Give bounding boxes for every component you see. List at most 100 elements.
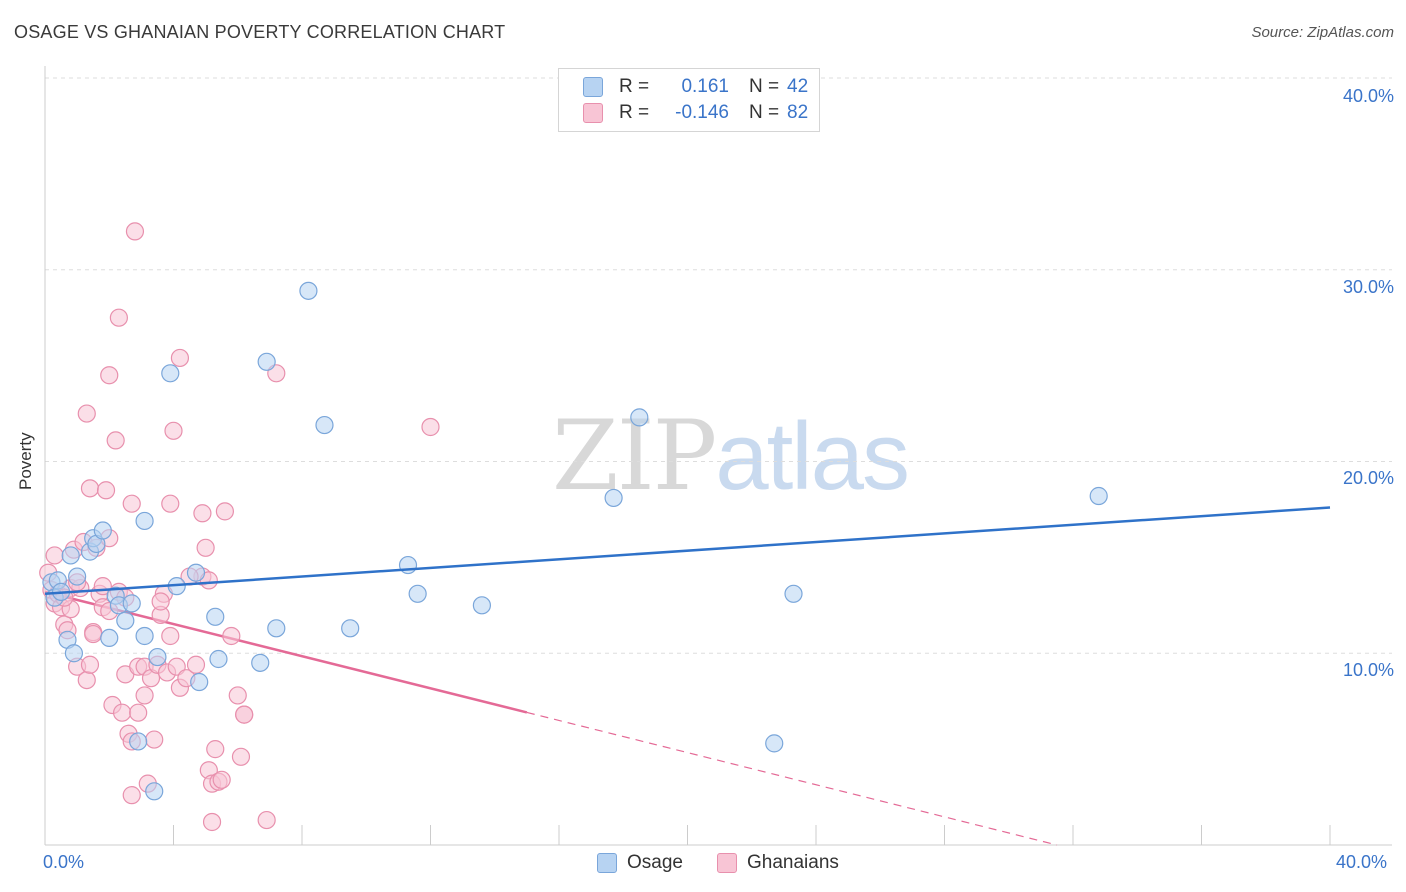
osage-point-28 (251, 653, 270, 672)
osage-point-31 (299, 281, 318, 300)
osage-point-7 (68, 567, 87, 586)
ghanaians-trend (44, 590, 1058, 846)
legend-row-osage: R = 0.161 N = 42 (583, 74, 808, 100)
source-credit: Source: ZipAtlas.com (1251, 24, 1394, 41)
ghanaians-trend-dashed (526, 711, 1058, 846)
ghanaians-swatch (583, 103, 603, 123)
ghanaians-point-66 (215, 502, 234, 521)
osage-point-22 (161, 364, 180, 383)
osage-point-16 (122, 594, 141, 613)
y-tick-label-40: 40.0% (1342, 86, 1394, 106)
ghanaians-point-69 (231, 747, 251, 766)
osage-legend-label: Osage (627, 852, 683, 873)
ghanaians-point-63 (206, 740, 225, 759)
ghanaians-point-56 (186, 655, 206, 674)
x-tick-label-0: 0.0% (43, 852, 85, 872)
ghanaians-points (39, 222, 440, 832)
osage-trend-line (44, 506, 1331, 596)
y-tick-label-20: 20.0% (1342, 468, 1394, 488)
osage-point-24 (186, 563, 206, 582)
ghanaians-point-30 (112, 703, 132, 722)
osage-point-20 (145, 782, 164, 801)
osage-legend-swatch (597, 853, 617, 873)
osage-point-11 (93, 521, 112, 540)
ghanaians-point-50 (161, 494, 180, 513)
ghanaians-n-label: N = (749, 102, 780, 123)
osage-r-value: 0.161 (681, 76, 729, 97)
ghanaians-point-71 (235, 705, 254, 724)
grid-lines (45, 77, 1392, 654)
ghanaians-point-14 (77, 670, 96, 690)
osage-point-37 (604, 488, 623, 508)
ghanaians-point-36 (122, 786, 141, 805)
ghanaians-point-16 (80, 479, 100, 498)
ghanaians-r-label: R = (619, 102, 650, 123)
series-legend: Osage Ghanaians (0, 852, 1406, 878)
ghanaians-n-value: 82 (787, 102, 809, 123)
osage-point-19 (135, 511, 154, 531)
ghanaians-point-24 (100, 366, 119, 385)
osage-point-33 (341, 619, 360, 638)
ghanaians-point-44 (145, 730, 164, 749)
x-tick-label-40: 40.0% (1336, 852, 1388, 872)
osage-point-17 (129, 732, 148, 751)
ghanaians-point-59 (196, 538, 215, 557)
ghanaians-r-value: -0.146 (675, 102, 729, 123)
ghanaians-point-80 (151, 592, 170, 611)
ghanaians-point-68 (228, 686, 247, 705)
osage-n-value: 42 (787, 76, 809, 97)
ghanaians-point-28 (109, 308, 128, 327)
osage-r-label: R = (619, 76, 650, 97)
ghanaians-point-67 (222, 626, 241, 646)
ghanaians-point-37 (125, 222, 145, 241)
ghanaians-point-74 (421, 417, 440, 437)
osage-point-36 (472, 596, 491, 615)
y-tick-label-10: 10.0% (1342, 660, 1394, 680)
osage-point-5 (61, 546, 80, 565)
watermark-atlas: atlas (715, 403, 910, 510)
axes (44, 66, 1392, 846)
ghanaians-legend-swatch (717, 853, 737, 873)
ghanaians-point-51 (164, 421, 183, 440)
ghanaians-point-17 (80, 655, 100, 674)
ghanaians-point-58 (193, 504, 212, 523)
osage-point-26 (206, 607, 225, 626)
ghanaians-point-81 (202, 812, 222, 832)
legend-item-ghanaians[interactable]: Ghanaians (717, 852, 839, 874)
correlation-legend: R = 0.161 N = 42 R = -0.146 N = 82 (558, 68, 820, 132)
ghanaians-point-34 (122, 494, 141, 513)
osage-point-29 (257, 352, 276, 371)
ghanaians-point-75 (84, 624, 103, 644)
ghanaians-legend-label: Ghanaians (747, 852, 839, 873)
osage-point-15 (116, 611, 135, 630)
osage-point-12 (100, 628, 119, 648)
osage-trend (44, 506, 1331, 596)
osage-point-18 (135, 626, 154, 646)
osage-point-27 (209, 649, 228, 669)
legend-row-ghanaians: R = -0.146 N = 82 (583, 100, 808, 126)
osage-point-32 (315, 415, 334, 435)
osage-point-35 (408, 584, 427, 603)
osage-point-30 (267, 619, 286, 638)
osage-n-label: N = (749, 76, 780, 97)
osage-swatch (583, 77, 603, 97)
osage-point-39 (765, 734, 784, 753)
ghanaians-point-39 (129, 703, 148, 722)
y-axis-label: Poverty (16, 432, 35, 490)
ghanaians-point-3 (45, 546, 64, 565)
osage-point-6 (64, 644, 84, 663)
osage-point-21 (148, 647, 167, 667)
ghanaians-point-65 (212, 770, 231, 789)
ghanaians-point-40 (135, 686, 154, 705)
ghanaians-point-23 (96, 481, 116, 500)
osage-point-38 (630, 408, 649, 427)
legend-item-osage[interactable]: Osage (597, 852, 683, 874)
osage-points (42, 281, 1108, 801)
chart-title: OSAGE VS GHANAIAN POVERTY CORRELATION CH… (14, 22, 506, 42)
ghanaians-point-49 (161, 626, 180, 646)
osage-point-40 (784, 584, 803, 603)
y-tick-label-30: 30.0% (1342, 277, 1394, 297)
ghanaians-point-15 (77, 404, 96, 423)
osage-point-25 (190, 672, 209, 692)
